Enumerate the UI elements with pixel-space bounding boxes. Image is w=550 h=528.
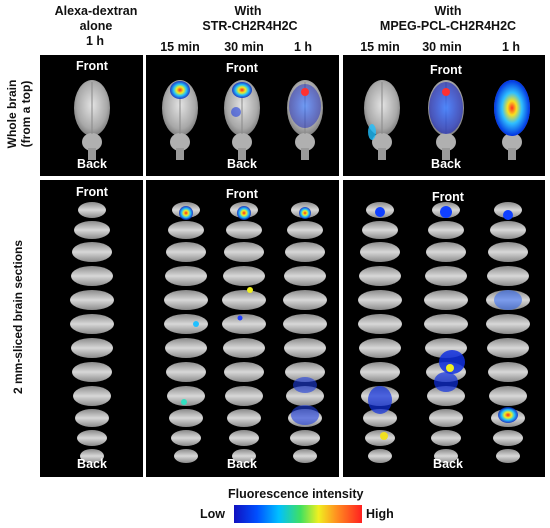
slices-str-1h xyxy=(283,202,327,463)
label-back-whole-alexa: Back xyxy=(77,157,107,171)
time-str-1h: 1 h xyxy=(293,40,313,54)
label-front-sliced-str: Front xyxy=(226,187,258,201)
slices-alexa xyxy=(70,202,114,463)
time-str-30: 30 min xyxy=(224,40,264,54)
header-mpeg-name: MPEG-PCL-CH2R4H2C xyxy=(379,19,517,33)
brain-str-30 xyxy=(223,79,261,161)
time-str-15: 15 min xyxy=(160,40,200,54)
label-front-whole-str: Front xyxy=(226,61,258,75)
legend-high: High xyxy=(366,507,394,521)
brain-str-1h xyxy=(286,79,324,161)
label-back-sliced-alexa: Back xyxy=(77,457,107,471)
brain-str-15 xyxy=(161,79,199,161)
header-str-with: With xyxy=(234,4,262,18)
brain-alexa xyxy=(73,79,111,161)
slices-mpeg-1h xyxy=(486,202,530,463)
header-alexa-time: 1 h xyxy=(85,34,105,48)
slices-str-30 xyxy=(222,202,266,463)
header-str-name: STR-CH2R4H2C xyxy=(202,19,298,33)
slices-mpeg-15 xyxy=(358,202,402,463)
label-back-sliced-mpeg: Back xyxy=(433,457,463,471)
label-back-sliced-str: Back xyxy=(227,457,257,471)
brain-mpeg-1h xyxy=(493,79,531,161)
brain-mpeg-15 xyxy=(363,79,401,161)
label-back-whole-mpeg: Back xyxy=(431,157,461,171)
time-mpeg-30: 30 min xyxy=(422,40,462,54)
slices-str-15 xyxy=(164,202,208,463)
time-mpeg-15: 15 min xyxy=(360,40,400,54)
slices-mpeg-30 xyxy=(424,202,468,463)
header-alexa: Alexa-dextran alone xyxy=(54,4,138,33)
header-mpeg-with: With xyxy=(434,4,462,18)
legend-title: Fluorescence intensity xyxy=(228,487,364,501)
time-mpeg-1h: 1 h xyxy=(501,40,521,54)
label-front-whole-mpeg: Front xyxy=(430,63,462,77)
label-front-sliced-mpeg: Front xyxy=(432,190,464,204)
colorbar xyxy=(234,505,362,523)
label-back-whole-str: Back xyxy=(227,157,257,171)
label-front-whole-alexa: Front xyxy=(76,59,108,73)
legend-low: Low xyxy=(200,507,225,521)
brain-mpeg-30 xyxy=(427,79,465,161)
label-front-sliced-alexa: Front xyxy=(76,185,108,199)
